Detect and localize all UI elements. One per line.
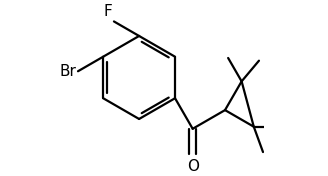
Text: F: F <box>103 4 112 19</box>
Text: Br: Br <box>59 64 76 79</box>
Text: O: O <box>187 159 199 174</box>
